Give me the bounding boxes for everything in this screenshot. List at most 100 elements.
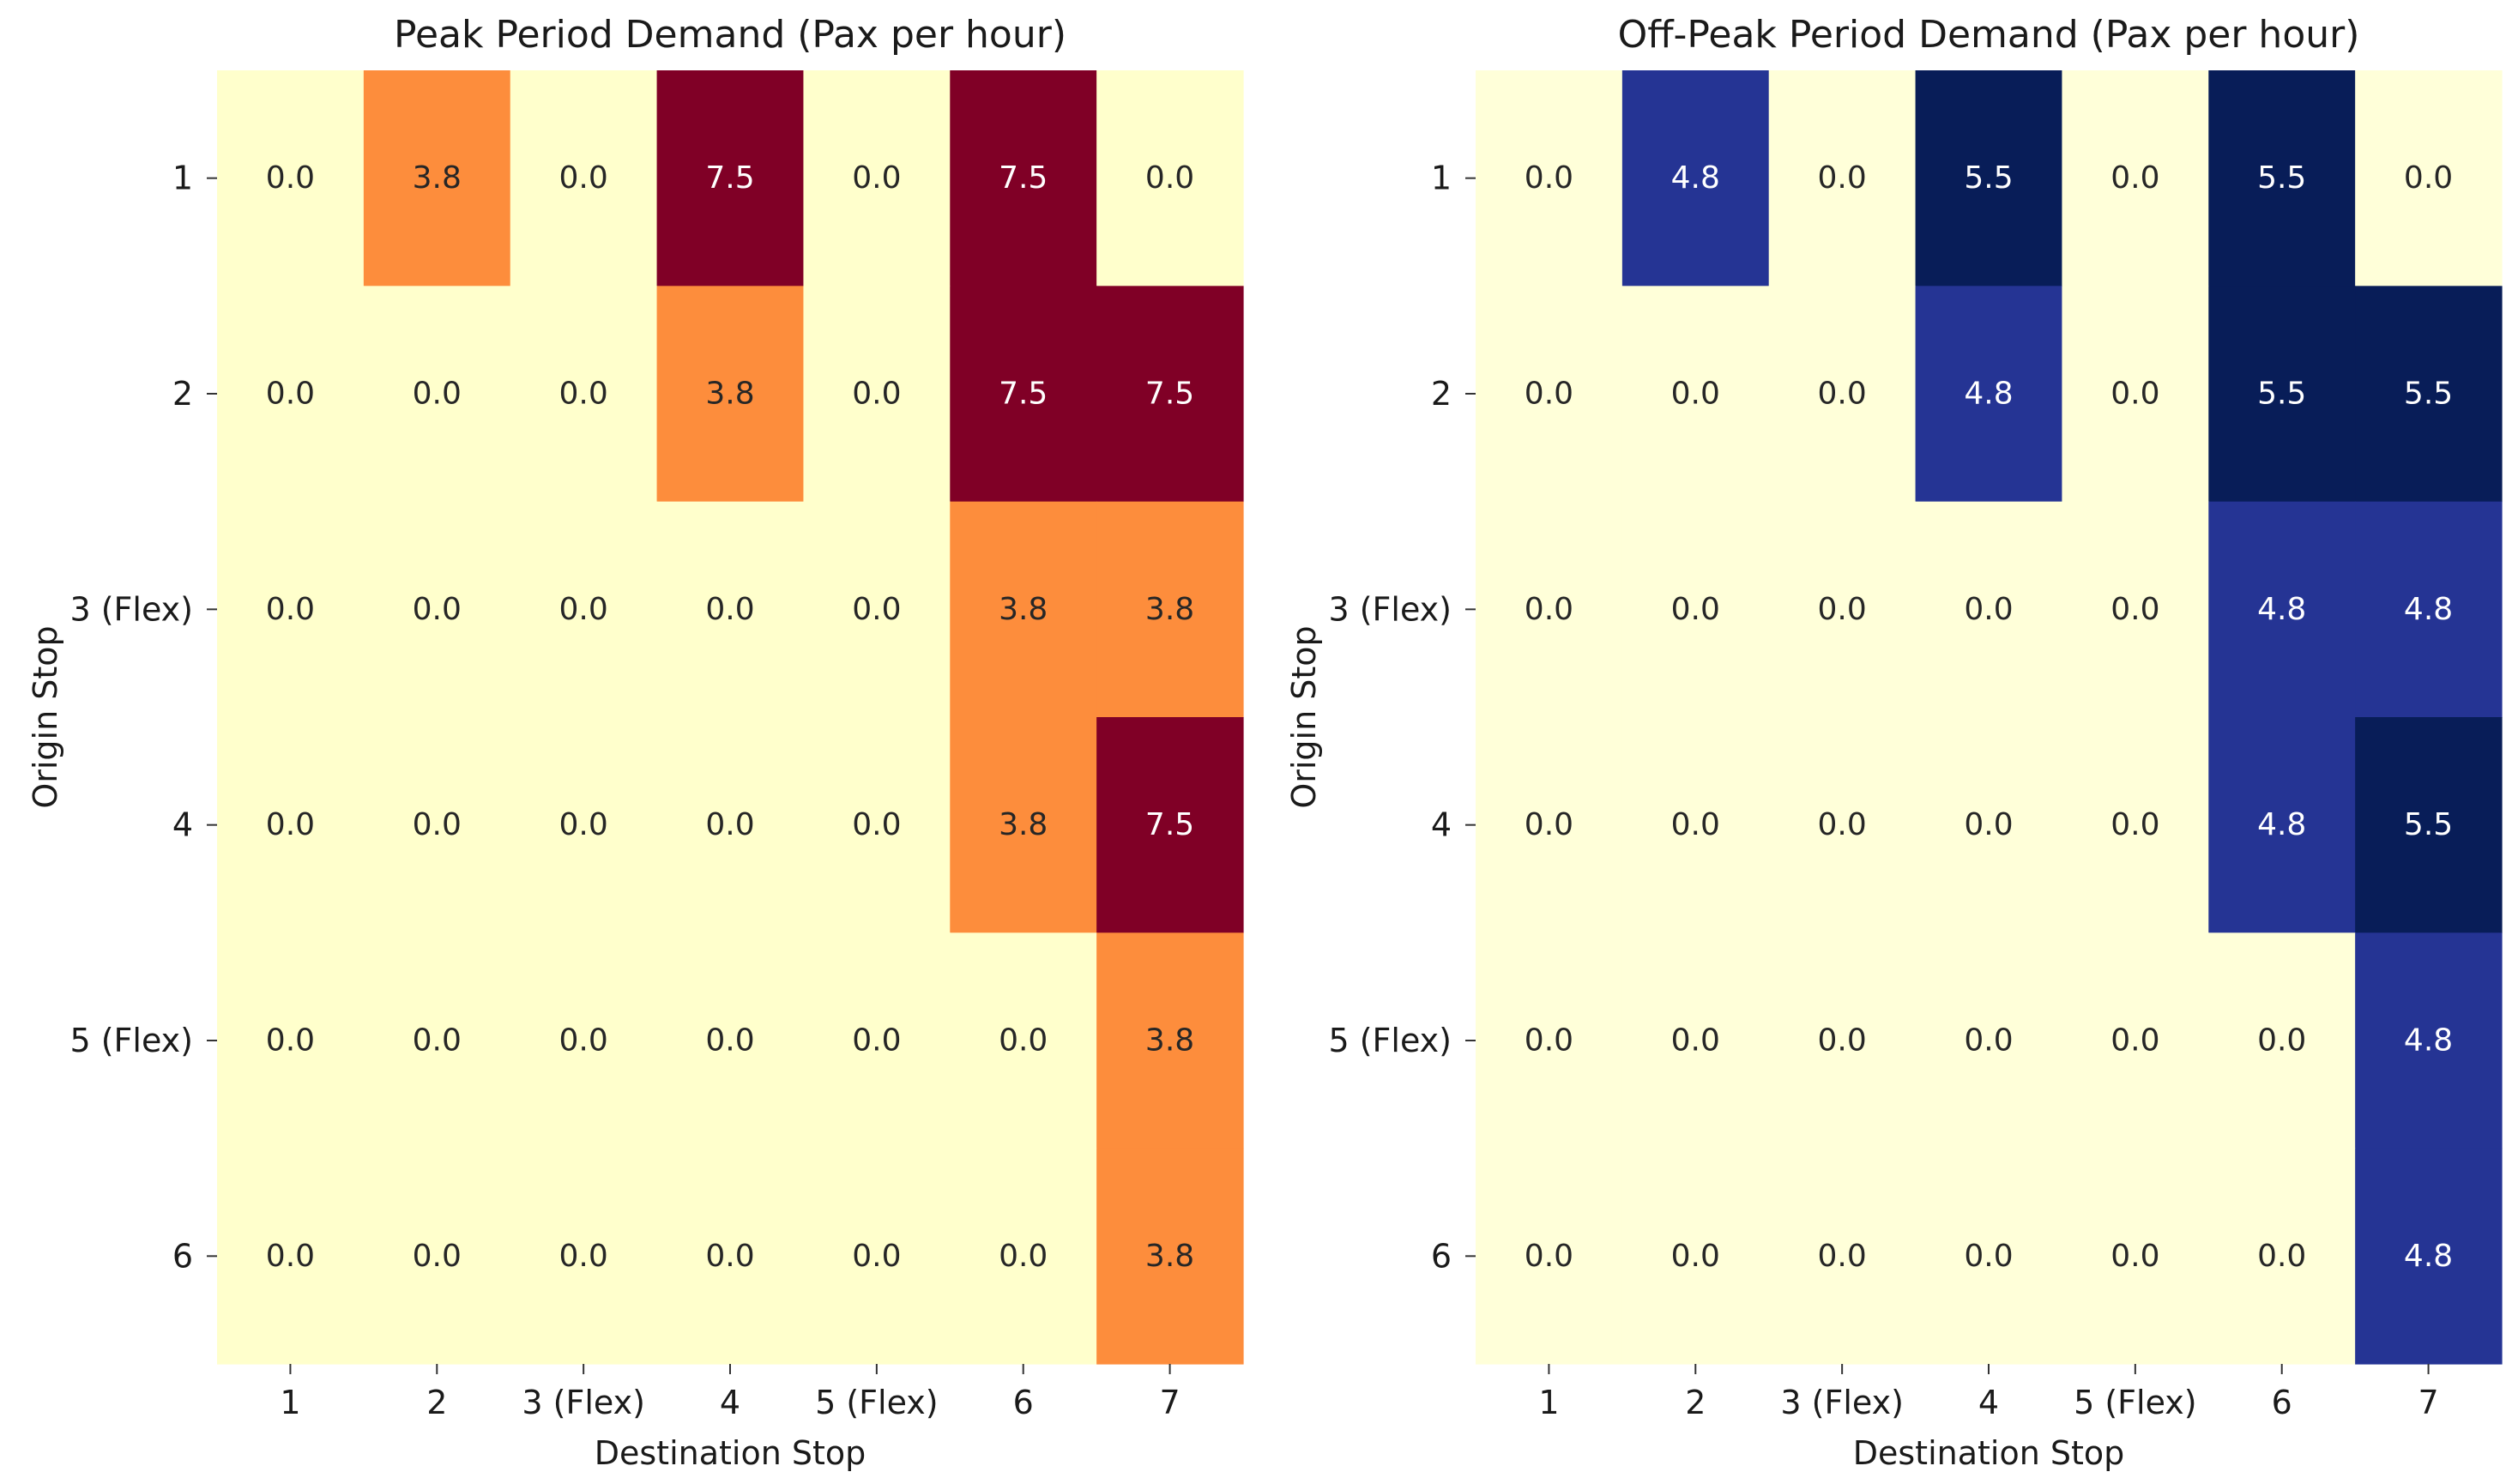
panel1-heatmap-cell <box>363 501 511 718</box>
panel1-heatmap-cell <box>1096 1148 1244 1365</box>
panel1-heatmap-cell <box>950 501 1097 718</box>
panel2-cell-value-label: 5.5 <box>2257 160 2306 196</box>
panel2-heatmap-cell <box>1476 501 1623 718</box>
panel1-x-tick-label: 4 <box>720 1384 740 1421</box>
panel2-cell-value-label: 0.0 <box>2257 1239 2306 1274</box>
panel1-cell-value-label: 0.0 <box>559 1023 608 1059</box>
panel1-y-axis-label: Origin Stop <box>27 625 64 808</box>
panel2-cell-value-label: 0.0 <box>1964 807 2013 842</box>
panel2-cell-value-label: 0.0 <box>1525 377 1573 412</box>
panel1-heatmap-cell <box>217 501 365 718</box>
panel1-cell-value-label: 7.5 <box>705 160 754 196</box>
panel2-cell-value-label: 0.0 <box>2110 1023 2159 1059</box>
panel1-heatmap-cell <box>1096 70 1244 287</box>
panel2-cell-value-label: 0.0 <box>1525 807 1573 842</box>
panel2-cell-value-label: 0.0 <box>1525 160 1573 196</box>
panel1-heatmap-cell <box>656 501 805 718</box>
panel1-heatmap-cell <box>656 717 805 933</box>
panel2-heatmap-cell <box>1621 717 1770 933</box>
panel2-x-tick-label: 2 <box>1685 1384 1706 1421</box>
panel2-cell-value-label: 4.8 <box>2257 807 2306 842</box>
panel2-heatmap-cell <box>1915 932 2063 1149</box>
panel2-cell-value-label: 4.8 <box>2404 592 2453 627</box>
panel1-cell-value-label: 0.0 <box>852 160 901 196</box>
panel2-heatmap-cell <box>2208 932 2356 1149</box>
panel1-y-tick-label: 5 (Flex) <box>69 1022 193 1059</box>
panel2-cell-value-label: 0.0 <box>1525 1023 1573 1059</box>
panel1-cell-value-label: 0.0 <box>266 807 315 842</box>
panel1-cell-value-label: 0.0 <box>705 1239 754 1274</box>
panel2-heatmap-cell <box>2062 286 2209 503</box>
panel2-heatmap-cell <box>2062 70 2209 287</box>
panel1-cell-value-label: 3.8 <box>999 592 1048 627</box>
panel1-heatmap-cell <box>803 501 951 718</box>
panel1-cell-value-label: 0.0 <box>852 807 901 842</box>
panel1-heatmap-cell <box>363 70 511 287</box>
panel1-cell-value-label: 7.5 <box>999 160 1048 196</box>
panel1-cell-value-label: 3.8 <box>1145 1023 1194 1059</box>
panel1-cell-value-label: 0.0 <box>413 807 462 842</box>
panel1-heatmap-cell <box>217 932 365 1149</box>
panel1-heatmap-cell <box>510 286 658 503</box>
panel1-heatmap-cell <box>803 286 951 503</box>
panel1-heatmap-cell <box>217 70 365 287</box>
panel1-cell-value-label: 0.0 <box>999 1239 1048 1274</box>
panel2-cell-value-label: 0.0 <box>2110 1239 2159 1274</box>
panel1-cell-value-label: 7.5 <box>1145 377 1194 412</box>
panel2-heatmap-cell <box>1476 286 1623 503</box>
panel2-heatmap-cell <box>1915 717 2063 933</box>
panel1-x-tick-label: 3 (Flex) <box>522 1384 645 1421</box>
panel2-heatmap-cell <box>1915 1148 2063 1365</box>
panel2-heatmap-cell <box>2062 932 2209 1149</box>
panel2-cell-value-label: 0.0 <box>2110 592 2159 627</box>
panel1-heatmap-cell <box>803 717 951 933</box>
panel2-y-tick-label: 2 <box>1431 375 1452 413</box>
panel2-heatmap-cell <box>1621 932 1770 1149</box>
panel1-cell-value-label: 0.0 <box>413 1023 462 1059</box>
panel2-x-tick-label: 4 <box>1978 1384 1999 1421</box>
panel1-cell-value-label: 3.8 <box>1145 592 1194 627</box>
panel1-y-tick-label: 1 <box>172 160 193 197</box>
panel2-cell-value-label: 0.0 <box>1964 1239 2013 1274</box>
panel1-cell-value-label: 3.8 <box>999 807 1048 842</box>
panel2-heatmap-cell <box>1915 501 2063 718</box>
panel2-heatmap-cell <box>2355 286 2503 503</box>
panel2-heatmap-cell <box>1915 70 2063 287</box>
panel1-cell-value-label: 3.8 <box>1145 1239 1194 1274</box>
panel1-cell-value-label: 3.8 <box>705 377 754 412</box>
panel1-heatmap-cell <box>1096 717 1244 933</box>
panel1-heatmap-cell <box>510 932 658 1149</box>
panel1-cell-value-label: 3.8 <box>413 160 462 196</box>
panel1-x-axis-label: Destination Stop <box>595 1434 867 1472</box>
panel1-cell-value-label: 0.0 <box>852 592 901 627</box>
panel2-heatmap-cell <box>2208 501 2356 718</box>
panel1-heatmap-cell <box>510 717 658 933</box>
panel1-cell-value-label: 0.0 <box>266 1023 315 1059</box>
panel2-heatmap-cell <box>1476 70 1623 287</box>
panel2-cell-value-label: 0.0 <box>1818 1239 1867 1274</box>
panel1-heatmap-cell <box>1096 286 1244 503</box>
panel2-heatmap-cell <box>2355 1148 2503 1365</box>
panel2-cell-value-label: 0.0 <box>1671 377 1720 412</box>
panel1-x-tick-label: 7 <box>1159 1384 1180 1421</box>
panel2-cell-value-label: 0.0 <box>2257 1023 2306 1059</box>
panel1-y-tick-label: 4 <box>172 806 193 844</box>
panel1-heatmap-cell <box>656 70 805 287</box>
panel2-cell-value-label: 0.0 <box>1818 377 1867 412</box>
panel2-heatmap-cell <box>2208 1148 2356 1365</box>
panel1-heatmap-cell <box>950 1148 1097 1365</box>
panel1-cell-value-label: 0.0 <box>852 1023 901 1059</box>
panel2-cell-value-label: 5.5 <box>1964 160 2013 196</box>
panel1-heatmap-cell <box>363 1148 511 1365</box>
panel2-cell-value-label: 0.0 <box>2110 807 2159 842</box>
panel2-y-tick-label: 5 (Flex) <box>1328 1022 1452 1059</box>
panel2-heatmap-cell <box>1768 286 1917 503</box>
panel1-y-tick-label: 6 <box>172 1237 193 1275</box>
panel2-cell-value-label: 0.0 <box>1818 592 1867 627</box>
panel1-heatmap-cell <box>363 286 511 503</box>
panel2-cell-value-label: 4.8 <box>2404 1023 2453 1059</box>
panel1-heatmap-cell <box>510 501 658 718</box>
panel1-heatmap-cell <box>950 70 1097 287</box>
panel2-heatmap-cell <box>1621 286 1770 503</box>
